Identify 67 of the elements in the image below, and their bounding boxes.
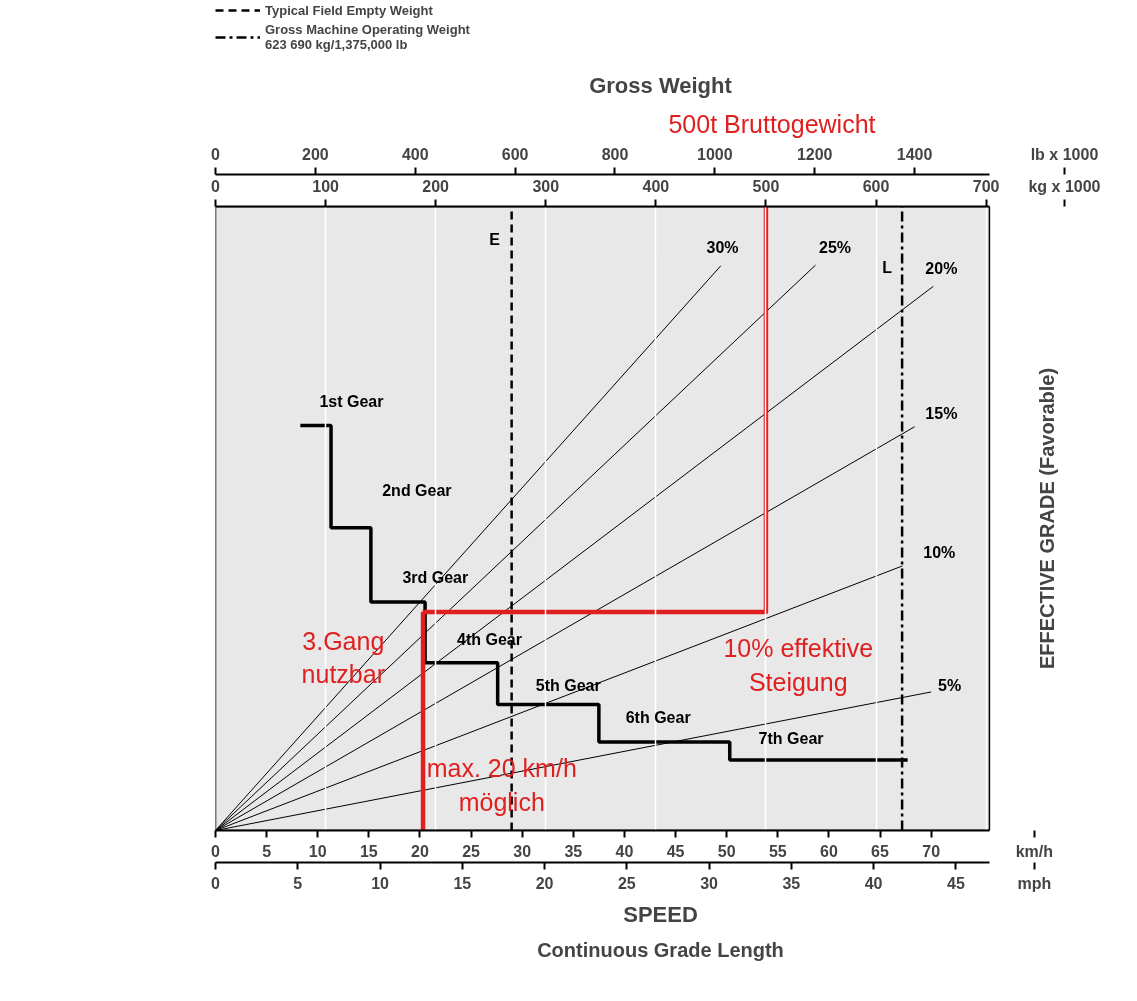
text: 400 bbox=[401, 145, 429, 163]
x2-tick-label: 400 bbox=[642, 177, 670, 195]
annotation: 10% bbox=[923, 544, 956, 562]
x-tick-label: 30 bbox=[513, 842, 532, 860]
text: 5 bbox=[293, 874, 303, 892]
text: 45 bbox=[946, 874, 965, 892]
x-tick-label: 15 bbox=[359, 842, 378, 860]
text: SPEED bbox=[623, 901, 698, 927]
x-tick-label: 55 bbox=[768, 842, 787, 860]
text: 30 bbox=[700, 874, 719, 892]
text: 200 bbox=[302, 145, 329, 163]
text: 1400 bbox=[896, 145, 933, 163]
text: 1200 bbox=[796, 145, 833, 163]
annotation: L bbox=[882, 258, 893, 276]
x2-tick-label: 100 bbox=[312, 177, 340, 195]
chart-title: Gross Weight bbox=[589, 72, 733, 98]
x-tick-label: 35 bbox=[564, 842, 583, 860]
text: 500t Bruttogewicht bbox=[668, 109, 876, 138]
annotation: 20% bbox=[925, 260, 958, 278]
text: 0 bbox=[211, 874, 221, 892]
x-tick-label: 10 bbox=[308, 842, 327, 860]
annotation: 2nd Gear bbox=[382, 481, 452, 499]
x-tick-label: 5 bbox=[262, 842, 272, 860]
text: 15 bbox=[453, 874, 472, 892]
x-tick-label: 40 bbox=[615, 842, 634, 860]
annotation: 7th Gear bbox=[758, 730, 824, 748]
x2-tick-label: 200 bbox=[422, 177, 450, 195]
text: 10 bbox=[371, 874, 390, 892]
x2-tick-label: 0 bbox=[211, 177, 221, 195]
x2-axis-title: kg x 1000 bbox=[1028, 177, 1101, 195]
x-tick-label: 45 bbox=[666, 842, 685, 860]
text: 25 bbox=[617, 874, 636, 892]
annotation: 3rd Gear bbox=[402, 568, 469, 586]
text: 800 bbox=[601, 145, 629, 163]
y-axis-title: EFFECTIVE GRADE (Favorable) bbox=[1036, 367, 1059, 670]
x2-tick-label: 500 bbox=[752, 177, 780, 195]
text: 40 bbox=[864, 874, 883, 892]
legend-label: Gross Machine Operating Weight 623 690 kg/1,375,000 lb bbox=[265, 22, 470, 52]
x-tick-label: 20 bbox=[411, 842, 429, 860]
annotation: 1st Gear bbox=[319, 392, 384, 410]
x2-tick-label: 300 bbox=[532, 177, 560, 195]
annotation: 5% bbox=[937, 676, 962, 694]
annotation: 15% bbox=[925, 405, 958, 423]
text: 35 bbox=[782, 874, 801, 892]
x2-tick-label: 700 bbox=[972, 177, 1000, 195]
annotation: 5th Gear bbox=[535, 676, 601, 694]
text: 0 bbox=[211, 145, 221, 163]
x-tick-label: 60 bbox=[820, 842, 838, 860]
annotation: 10% effektive Steigung bbox=[723, 634, 874, 696]
annotation: 6th Gear bbox=[625, 709, 691, 727]
text: 20 bbox=[535, 874, 554, 892]
annotation: 25% bbox=[819, 239, 852, 257]
x2-tick-label: 600 bbox=[862, 177, 890, 195]
x-tick-label: 65 bbox=[871, 842, 890, 860]
text: 1000 bbox=[697, 145, 733, 163]
text: mph bbox=[1017, 874, 1052, 892]
text: lb x 1000 bbox=[1030, 145, 1099, 163]
x-tick-label: 50 bbox=[717, 842, 736, 860]
annotation: 30% bbox=[706, 239, 739, 257]
annotation: E bbox=[489, 231, 501, 249]
x-tick-label: 25 bbox=[462, 842, 481, 860]
x-tick-label: 0 bbox=[211, 842, 221, 860]
legend-label: Typical Field Empty Weight bbox=[265, 2, 433, 18]
text: 600 bbox=[501, 145, 529, 163]
x-tick-label: 70 bbox=[922, 842, 941, 860]
x-axis-title: km/h bbox=[1015, 842, 1053, 860]
text: Continuous Grade Length bbox=[537, 938, 784, 961]
